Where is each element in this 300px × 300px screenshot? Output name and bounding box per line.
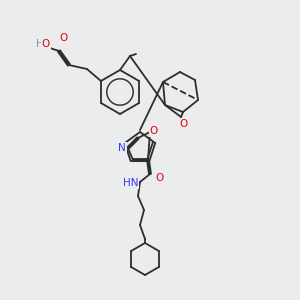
Text: N: N (118, 143, 126, 153)
Text: O: O (60, 33, 68, 43)
Text: O: O (179, 119, 187, 129)
Text: O: O (156, 173, 164, 183)
Text: H: H (36, 39, 43, 49)
Text: O: O (150, 126, 158, 136)
Text: O: O (42, 39, 50, 49)
Text: HN: HN (122, 178, 138, 188)
